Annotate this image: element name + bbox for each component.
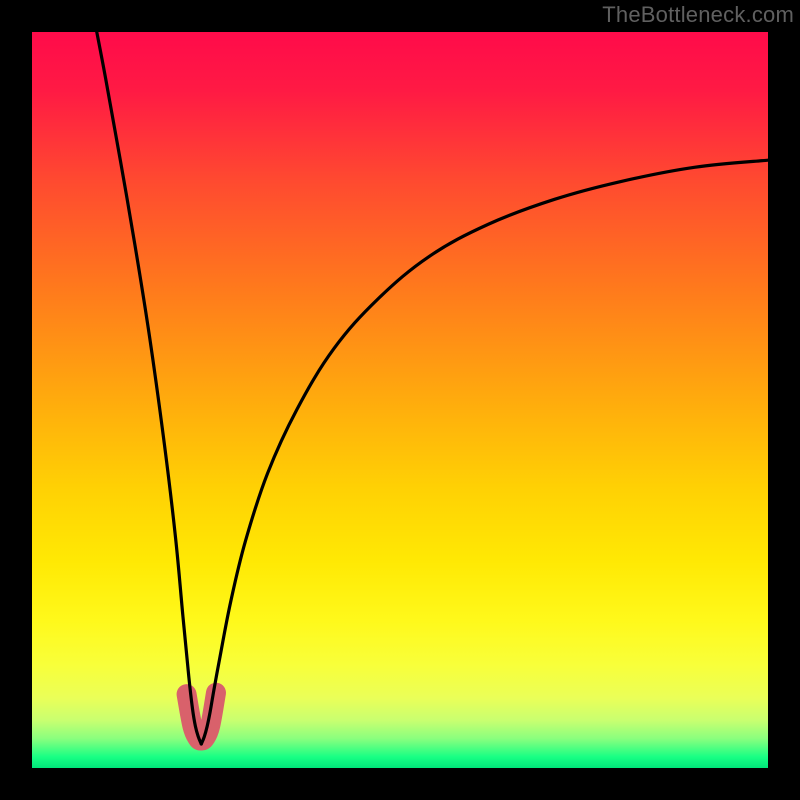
plot-background-gradient [32,32,768,768]
chart-container: TheBottleneck.com [0,0,800,800]
bottleneck-chart-svg [0,0,800,800]
